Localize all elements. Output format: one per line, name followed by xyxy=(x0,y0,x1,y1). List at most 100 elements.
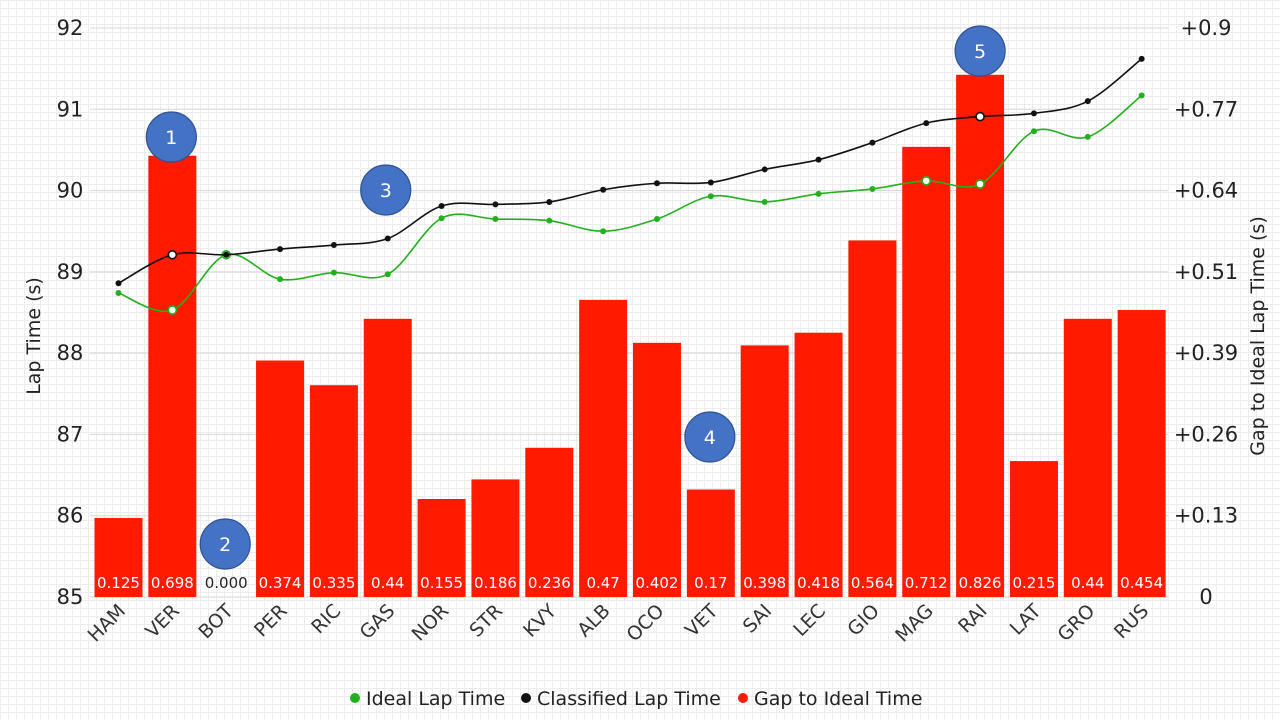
category-label-str: STR xyxy=(465,600,507,642)
bar-value-label: 0.826 xyxy=(959,574,1002,592)
right-axis-ticks: 0 +0.13 +0.26 +0.39 +0.51 +0.64 +0.77 +0.9 xyxy=(1174,16,1238,609)
left-tick-label: 91 xyxy=(57,97,84,121)
ideal-lap-time-point xyxy=(384,271,391,278)
classified-lap-time-point xyxy=(438,203,445,210)
annotation-markers: 1 2 3 4 5 xyxy=(145,25,1006,570)
left-axis-title: Lap Time (s) xyxy=(23,277,45,395)
classified-lap-time-point xyxy=(815,156,822,163)
right-tick-label: +0.64 xyxy=(1174,179,1238,203)
right-tick-label: +0.9 xyxy=(1181,16,1232,40)
annotation-marker-2: 2 xyxy=(199,518,251,570)
right-tick-label: +0.13 xyxy=(1174,504,1238,528)
category-labels: HAM VER BOT PER RIC GAS NOR STR KVY ALB OCO VET SAI L… xyxy=(84,600,1154,647)
category-label-ver: VER xyxy=(141,600,184,643)
category-label-gro: GRO xyxy=(1053,600,1099,646)
ideal-lap-time-point xyxy=(707,193,714,200)
gap-bars xyxy=(94,74,1166,598)
ideal-lap-time-point xyxy=(115,289,122,296)
ideal-lap-time-point xyxy=(277,276,284,283)
classified-lap-time-point xyxy=(546,198,553,205)
left-tick-label: 86 xyxy=(57,504,84,528)
bar-value-label: 0.215 xyxy=(1012,574,1055,592)
right-tick-label: +0.26 xyxy=(1174,422,1238,446)
category-label-sai: SAI xyxy=(739,600,776,637)
annotation-number: 4 xyxy=(704,427,716,449)
bar-per xyxy=(256,360,305,597)
category-label-per: PER xyxy=(250,600,291,641)
left-axis-ticks: 85 86 87 88 89 90 91 92 xyxy=(57,16,84,609)
classified-lap-time-point xyxy=(330,242,337,249)
category-label-lec: LEC xyxy=(789,600,830,641)
annotation-marker-1: 1 xyxy=(145,111,197,163)
legend-item-classified-lap-time: Classified Lap Time xyxy=(521,688,721,710)
category-label-ham: HAM xyxy=(84,600,130,646)
bar-gro xyxy=(1063,318,1112,597)
category-label-nor: NOR xyxy=(408,600,454,646)
category-label-lat: LAT xyxy=(1006,600,1046,640)
category-label-bot: BOT xyxy=(194,600,238,644)
ideal-lap-time-point xyxy=(654,216,660,223)
bar-value-label: 0.236 xyxy=(528,574,571,592)
category-label-gas: GAS xyxy=(356,600,400,644)
right-tick-label: +0.77 xyxy=(1174,97,1238,121)
bar-value-label: 0.335 xyxy=(312,574,355,592)
bar-value-label: 0.374 xyxy=(259,574,302,592)
classified-lap-time-point xyxy=(277,246,284,253)
category-label-rus: RUS xyxy=(1110,600,1153,643)
classified-lap-time-point xyxy=(707,179,714,186)
classified-lap-time-point xyxy=(492,201,499,208)
bar-rai xyxy=(956,74,1005,598)
bar-gio xyxy=(848,240,897,597)
lap-time-lines xyxy=(115,55,1145,315)
bar-value-label: 0.698 xyxy=(151,574,194,592)
bar-oco xyxy=(633,342,681,597)
legend-swatch xyxy=(521,693,531,703)
ideal-lap-time-point xyxy=(546,217,553,224)
legend-item-gap-to-ideal-time: Gap to Ideal Time xyxy=(738,688,922,710)
annotation-number: 2 xyxy=(219,534,231,556)
category-label-rai: RAI xyxy=(954,600,992,638)
bar-value-label: 0.564 xyxy=(851,574,894,592)
classified-lap-time-point xyxy=(1138,55,1145,62)
category-label-gio: GIO xyxy=(843,600,884,641)
ideal-lap-time-point xyxy=(492,216,499,223)
bar-value-label: 0.47 xyxy=(586,574,619,592)
ideal-lap-time-point xyxy=(761,198,768,205)
legend-swatch xyxy=(350,693,360,703)
chart-legend: Ideal Lap Time Classified Lap Time Gap to … xyxy=(350,688,922,710)
bar-gas xyxy=(363,318,412,597)
category-label-kvy: KVY xyxy=(519,600,561,642)
ideal-lap-time-point xyxy=(921,176,932,186)
bar-value-label: 0.186 xyxy=(474,574,517,592)
category-label-oco: OCO xyxy=(622,600,668,646)
bar-ver xyxy=(148,155,197,597)
category-label-mag: MAG xyxy=(891,600,938,647)
classified-lap-time-point xyxy=(761,166,768,173)
classified-lap-time-point xyxy=(1030,110,1037,117)
ideal-lap-time-point xyxy=(869,185,876,192)
left-tick-label: 87 xyxy=(57,422,84,446)
ideal-lap-time-point xyxy=(330,269,337,276)
classified-lap-time-point xyxy=(1084,98,1091,105)
annotation-circle xyxy=(145,111,197,163)
bar-mag xyxy=(902,146,951,597)
bar-sai xyxy=(740,345,789,597)
right-tick-label: +0.39 xyxy=(1174,341,1238,365)
annotation-marker-3: 3 xyxy=(360,164,412,216)
bar-value-label: 0.398 xyxy=(743,574,786,592)
left-tick-label: 89 xyxy=(57,260,84,284)
classified-lap-time-point xyxy=(869,139,876,146)
left-tick-label: 88 xyxy=(57,341,84,365)
classified-lap-time-point xyxy=(115,280,122,287)
annotation-marker-4: 4 xyxy=(684,411,736,463)
bar-nor xyxy=(417,499,466,597)
legend-swatch xyxy=(738,693,748,703)
left-tick-label: 92 xyxy=(57,16,84,40)
category-label-ric: RIC xyxy=(307,600,345,638)
ideal-lap-time-point xyxy=(1138,92,1145,99)
bar-value-label: 0.454 xyxy=(1120,574,1163,592)
ideal-lap-time-point xyxy=(167,305,178,315)
annotation-number: 3 xyxy=(380,180,392,202)
bar-value-label: 0.44 xyxy=(371,574,404,592)
